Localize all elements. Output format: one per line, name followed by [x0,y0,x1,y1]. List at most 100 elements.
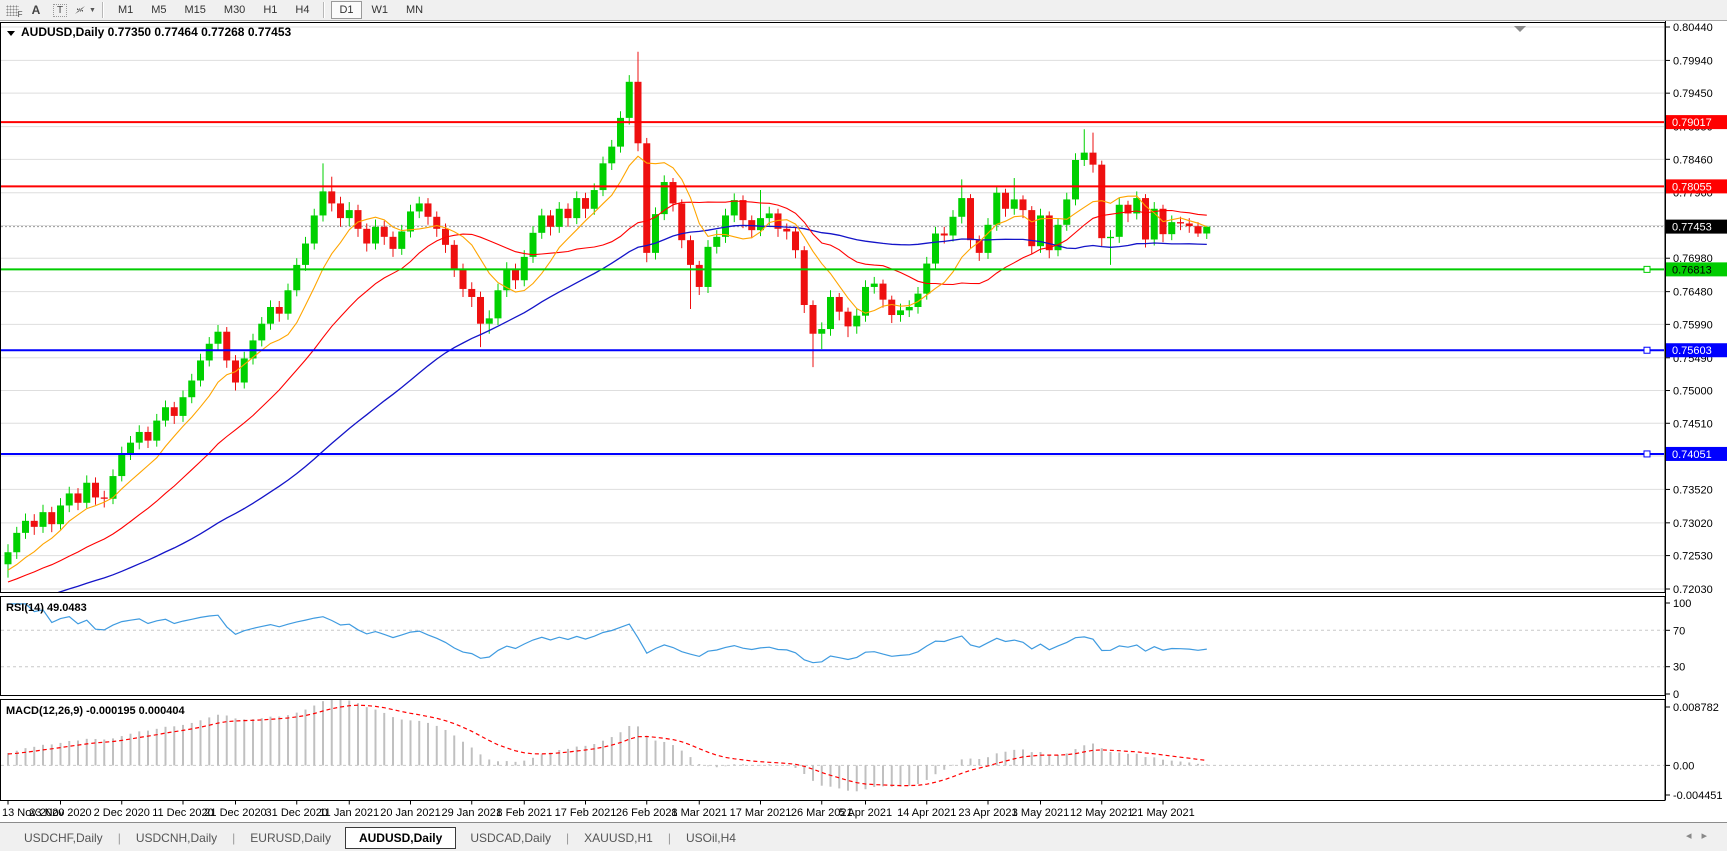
tab-scroll-right-icon: ▸ [1701,830,1717,842]
macd-label: MACD(12,26,9) -0.000195 0.000404 [6,705,185,717]
chart-title: AUDUSD,Daily 0.77350 0.77464 0.77268 0.7… [7,25,292,39]
symbol-tabs: USDCHF,Daily | USDCNH,Daily | EURUSD,Daily AU… [10,826,750,849]
svg-text:0.79017: 0.79017 [1672,117,1712,129]
price-axis-label: 0.73020 [1673,518,1713,530]
timeframe-m30-button[interactable]: M30 [223,4,246,16]
macd-axis-label: 0.00 [1673,760,1694,772]
price-axis-label: 0.76480 [1673,287,1713,299]
svg-text:0.74051: 0.74051 [1672,449,1712,461]
price-axis-label: 0.74510 [1673,418,1713,430]
tab-eurusd-daily[interactable]: EURUSD,Daily [250,830,331,845]
tab-separator: | [667,830,671,845]
timeframe-w1-button[interactable]: W1 [371,4,389,16]
rsi-axis-label: 0 [1673,689,1679,701]
grid-icon: F [5,4,23,19]
date-axis-label: 11 Jan 2021 [319,807,379,819]
date-axis-label: 12 May 2021 [1070,807,1134,819]
macd-axis-label: -0.004451 [1673,790,1723,802]
hline-handle[interactable] [1643,450,1651,458]
timeframe-m1-button[interactable]: M1 [117,4,134,16]
price-badge: 0.77453 [1666,219,1727,234]
date-axis-label: 2 Dec 2020 [94,807,150,819]
price-axis-label: 0.72530 [1673,551,1713,563]
price-axis-label: 0.73520 [1673,484,1713,496]
date-axis-label: 23 Apr 2021 [958,807,1017,819]
timeframe-h1-button[interactable]: H1 [263,4,278,16]
svg-text:0.78055: 0.78055 [1672,181,1712,193]
chart-shift-marker[interactable] [1514,26,1526,32]
date-axis-label: 26 Feb 2021 [616,807,678,819]
date-axis-label: 20 Jan 2021 [380,807,441,819]
tab-scroll-left-icon: ◂ [1685,830,1702,842]
date-axis-label: 17 Feb 2021 [555,807,617,819]
tab-usoil-h4[interactable]: USOil,H4 [685,830,736,845]
price-badge: 0.75603 [1666,343,1727,358]
date-axis-label: 8 Feb 2021 [496,807,552,819]
svg-text:AUDUSD,Daily 0.77350 0.77464: AUDUSD,Daily 0.77350 0.77464 0.77268 0.7… [21,25,292,39]
date-axis-label: 3 May 2021 [1012,807,1069,819]
date-axis-label: 31 Dec 2020 [266,807,328,819]
hline-handle[interactable] [1643,265,1651,273]
price-axis-label: 0.78460 [1673,154,1713,166]
timeframe-h4-button[interactable]: H4 [295,4,310,16]
dropdown-caret-icon: ▼ [89,6,96,14]
date-axis-label: 5 Apr 2021 [839,807,892,819]
chart-canvas[interactable]: 0.804400.799400.794500.789500.784600.779… [0,21,1727,822]
date-axis-label: 21 May 2021 [1131,807,1195,819]
tab-usdcnh-daily[interactable]: USDCNH,Daily [135,830,218,845]
price-badge: 0.78055 [1666,179,1727,194]
chart-window: 0.804400.799400.794500.789500.784600.779… [0,21,1727,822]
move-arrows-icon [75,6,85,14]
tab-usdchf-daily[interactable]: USDCHF,Daily [24,830,103,845]
timeframe-m15-button[interactable]: M15 [184,4,206,16]
tab-separator: | [566,830,570,845]
price-badge: 0.76813 [1666,262,1727,277]
date-axis-label: 8 Mar 2021 [671,807,727,819]
cursor-tool-button[interactable]: ▼ [73,1,96,19]
toolbar-separator [101,2,104,18]
tab-separator: | [117,830,121,845]
timeframe-group: M1 M5 M15 M30 H1 H4 D1 W1 MN [109,1,432,19]
price-axis-label: 0.76980 [1673,253,1713,265]
letter-t-icon: T [52,3,68,17]
text-a-tool-button[interactable]: A [25,1,47,19]
rsi-label: RSI(14) 49.0483 [6,602,87,614]
date-axis-label: 29 Jan 2021 [441,807,502,819]
toolbar: F A T ▼ M1 M5 M15 M30 H1 H4 D1 W1 MN [0,0,1727,21]
tab-xauusd-h1[interactable]: XAUUSD,H1 [584,830,653,845]
date-axis-label: 11 Dec 2020 [152,807,214,819]
tab-scroll-arrows[interactable]: ◂▸ [1686,829,1717,842]
price-axis-label: 0.72030 [1673,584,1713,596]
rsi-axis-label: 30 [1673,662,1685,674]
symbol-tab-bar: USDCHF,Daily | USDCNH,Daily | EURUSD,Daily AU… [0,822,1727,851]
date-axis-label: 14 Apr 2021 [897,807,956,819]
price-badge: 0.79017 [1666,115,1727,130]
date-axis-label: 21 Dec 2020 [204,807,266,819]
tab-audusd-daily[interactable]: AUDUSD,Daily [344,826,457,849]
macd-axis-label: 0.008782 [1673,702,1719,714]
price-axis-label: 0.80440 [1673,22,1713,34]
hline-handle[interactable] [1643,346,1651,354]
text-label-tool-button[interactable]: T [49,1,71,19]
price-badge: 0.74051 [1666,446,1727,461]
timeframe-mn-button[interactable]: MN [406,4,424,16]
price-axis-label: 0.79940 [1673,55,1713,67]
rsi-axis-label: 70 [1673,625,1685,637]
timeframe-d1-button[interactable]: D1 [331,1,362,19]
svg-text:0.76813: 0.76813 [1672,264,1712,276]
tab-usdcad-daily[interactable]: USDCAD,Daily [470,830,552,845]
grid-f-tool-button[interactable]: F [1,1,23,19]
price-axis-label: 0.75000 [1673,386,1713,398]
svg-text:0.75603: 0.75603 [1672,345,1712,357]
date-axis-label: 13 Nov 2020 [2,807,64,819]
price-axis-label: 0.75990 [1673,319,1713,331]
timeframe-m5-button[interactable]: M5 [151,4,167,16]
date-axis-label: 26 Mar 2021 [791,807,853,819]
rsi-axis-label: 100 [1673,598,1691,610]
letter-a-icon: A [31,3,41,17]
tab-separator: | [232,830,236,845]
svg-text:0.77453: 0.77453 [1672,222,1712,234]
date-axis-label: 23 Nov 2020 [29,807,91,819]
date-axis-label: 17 Mar 2021 [730,807,792,819]
toolbar-separator [323,2,326,18]
